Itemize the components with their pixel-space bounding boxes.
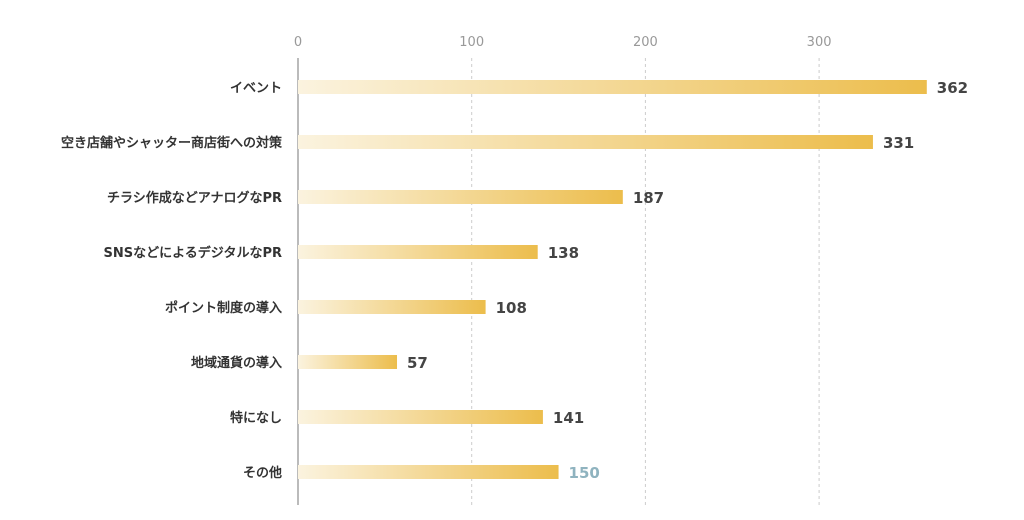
bar — [298, 135, 873, 149]
bar — [298, 410, 543, 424]
value-label: 362 — [937, 79, 968, 97]
bar — [298, 245, 538, 259]
category-label: その他 — [243, 465, 282, 481]
category-label: ポイント制度の導入 — [165, 300, 282, 316]
x-tick-label: 0 — [294, 35, 302, 50]
category-label: 地域通貨の導入 — [191, 355, 282, 371]
x-tick-label: 100 — [459, 35, 484, 50]
value-label: 150 — [569, 464, 600, 482]
value-labels: 362 331 187 138 108 57 141 150 — [407, 79, 968, 482]
value-label: 187 — [633, 189, 664, 207]
category-label: 空き店舗やシャッター商店街への対策 — [61, 135, 283, 151]
bar — [298, 465, 559, 479]
category-label: チラシ作成などアナログなPR — [107, 190, 282, 206]
category-label: 特になし — [230, 410, 282, 426]
x-axis-ticks: 0 100 200 300 — [294, 35, 832, 50]
value-label: 331 — [883, 134, 914, 152]
value-label: 57 — [407, 354, 428, 372]
x-tick-label: 300 — [807, 35, 832, 50]
bar — [298, 300, 486, 314]
x-tick-label: 200 — [633, 35, 658, 50]
bars — [298, 80, 927, 479]
value-label: 138 — [548, 244, 579, 262]
grid-layer — [297, 58, 820, 505]
value-label: 108 — [496, 299, 527, 317]
value-label: 141 — [553, 409, 584, 427]
category-label: SNSなどによるデジタルなPR — [104, 245, 283, 261]
category-label: イベント — [230, 81, 282, 96]
bar — [298, 190, 623, 204]
bar — [298, 355, 398, 369]
bar — [298, 80, 927, 94]
